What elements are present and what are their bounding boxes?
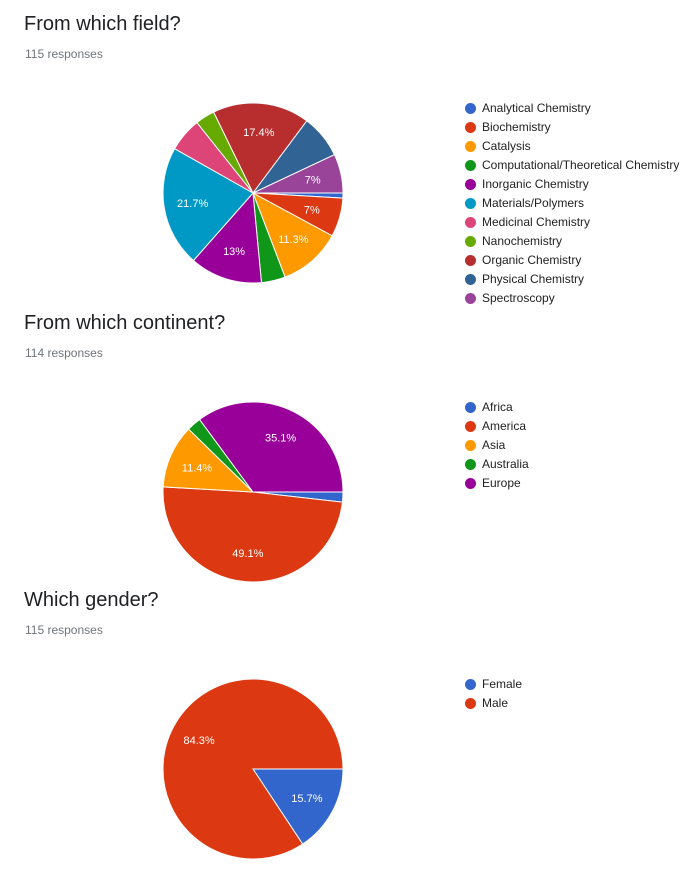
legend-swatch-icon: [465, 236, 476, 247]
response-count: 115 responses: [25, 47, 103, 61]
legend-label: Africa: [482, 400, 513, 414]
question-title: Which gender?: [24, 589, 159, 611]
legend-swatch-icon: [465, 698, 476, 709]
legend-label: Europe: [482, 476, 521, 490]
pie-chart: 49.1% 11.4% 35.1%: [162, 401, 344, 583]
pie-slice-america[interactable]: [162, 486, 343, 583]
legend-item-male[interactable]: Male: [464, 694, 522, 713]
legend-label: Nanochemistry: [482, 234, 563, 248]
chart-legend: Female Male: [464, 675, 522, 713]
legend-item-africa[interactable]: Africa: [464, 398, 529, 417]
slice-label-organic-chemistry: 17.4%: [243, 127, 274, 139]
question-continent-section: From which continent? 114 responses 49.1…: [24, 312, 529, 583]
legend-swatch-icon: [465, 459, 476, 470]
legend-item-organic-chemistry[interactable]: Organic Chemistry: [464, 251, 679, 270]
chart-legend: Analytical Chemistry Biochemistry Catalysi…: [464, 99, 679, 308]
legend-label: Biochemistry: [482, 120, 551, 134]
legend-item-physical-chemistry[interactable]: Physical Chemistry: [464, 270, 679, 289]
legend-label: Analytical Chemistry: [482, 101, 591, 115]
legend-swatch-icon: [465, 198, 476, 209]
legend-swatch-icon: [465, 421, 476, 432]
pie-slice-materials-polymers[interactable]: [162, 147, 254, 262]
legend-swatch-icon: [465, 274, 476, 285]
pie-slice-asia[interactable]: [162, 428, 255, 493]
legend-swatch-icon: [465, 160, 476, 171]
chart-legend: Africa America Asia Australia Europe: [464, 398, 529, 493]
pie-slice-europe[interactable]: [198, 401, 344, 493]
response-count: 114 responses: [25, 346, 103, 360]
slice-label-female: 15.7%: [291, 793, 322, 805]
legend-item-inorganic-chemistry[interactable]: Inorganic Chemistry: [464, 175, 679, 194]
response-count: 115 responses: [25, 623, 103, 637]
legend-label: Female: [482, 677, 523, 691]
legend-item-catalysis[interactable]: Catalysis: [464, 137, 679, 156]
slice-label-biochemistry: 7%: [304, 205, 320, 217]
legend-swatch-icon: [465, 293, 476, 304]
legend-swatch-icon: [465, 141, 476, 152]
legend-label: Male: [482, 696, 509, 710]
pie-slice-spectroscopy[interactable]: [252, 154, 344, 194]
legend-swatch-icon: [465, 402, 476, 413]
legend-swatch-icon: [465, 255, 476, 266]
pie-slice-female[interactable]: [252, 768, 344, 845]
legend-item-america[interactable]: America: [464, 417, 529, 436]
slice-label-inorganic-chemistry: 13%: [223, 246, 245, 258]
slice-label-asia: 11.4%: [182, 462, 213, 474]
legend-swatch-icon: [465, 440, 476, 451]
question-field-section: From which field? 115 responses 7% 11.3% 1…: [0, 0, 700, 310]
legend-item-female[interactable]: Female: [464, 675, 522, 694]
legend-label: Catalysis: [482, 139, 531, 153]
pie-slice-inorganic-chemistry[interactable]: [192, 191, 263, 284]
legend-item-biochemistry[interactable]: Biochemistry: [464, 118, 679, 137]
slice-label-catalysis: 11.3%: [278, 234, 309, 246]
pie-chart: 7% 11.3% 13% 21.7% 17.4% 7%: [162, 102, 344, 284]
legend-item-australia[interactable]: Australia: [464, 455, 529, 474]
legend-label: Inorganic Chemistry: [482, 177, 589, 191]
legend-item-asia[interactable]: Asia: [464, 436, 529, 455]
pie-slice-organic-chemistry[interactable]: [212, 102, 308, 194]
legend-label: Materials/Polymers: [482, 196, 585, 210]
legend-label: Organic Chemistry: [482, 253, 582, 267]
legend-label: Physical Chemistry: [482, 272, 585, 286]
pie-slice-male[interactable]: [162, 678, 344, 860]
legend-item-medicinal-chemistry[interactable]: Medicinal Chemistry: [464, 213, 679, 232]
legend-item-analytical-chemistry[interactable]: Analytical Chemistry: [464, 99, 679, 118]
pie-slice-catalysis[interactable]: [252, 191, 333, 278]
legend-item-europe[interactable]: Europe: [464, 474, 529, 493]
legend-swatch-icon: [465, 103, 476, 114]
slice-label-america: 49.1%: [232, 548, 263, 560]
slice-label-materials-polymers: 21.7%: [177, 198, 208, 210]
question-title: From which continent?: [24, 312, 226, 334]
slice-label-europe: 35.1%: [265, 432, 296, 444]
legend-item-spectroscopy[interactable]: Spectroscopy: [464, 289, 679, 308]
legend-label: Asia: [482, 438, 506, 452]
legend-label: Computational/Theoretical Chemistry: [482, 158, 680, 172]
legend-label: Spectroscopy: [482, 291, 555, 305]
legend-swatch-icon: [465, 478, 476, 489]
legend-item-materials-polymers[interactable]: Materials/Polymers: [464, 194, 679, 213]
legend-label: Australia: [482, 457, 529, 471]
question-title: From which field?: [24, 13, 181, 35]
pie-chart: 15.7% 84.3%: [162, 678, 344, 860]
slice-label-spectroscopy: 7%: [305, 175, 321, 187]
slice-label-male: 84.3%: [183, 735, 214, 747]
legend-item-computational-theoretical-chemistry[interactable]: Computational/Theoretical Chemistry: [464, 156, 679, 175]
legend-item-nanochemistry[interactable]: Nanochemistry: [464, 232, 679, 251]
legend-swatch-icon: [465, 679, 476, 690]
legend-label: America: [482, 419, 527, 433]
legend-swatch-icon: [465, 179, 476, 190]
legend-label: Medicinal Chemistry: [482, 215, 591, 229]
legend-swatch-icon: [465, 217, 476, 228]
legend-swatch-icon: [465, 122, 476, 133]
